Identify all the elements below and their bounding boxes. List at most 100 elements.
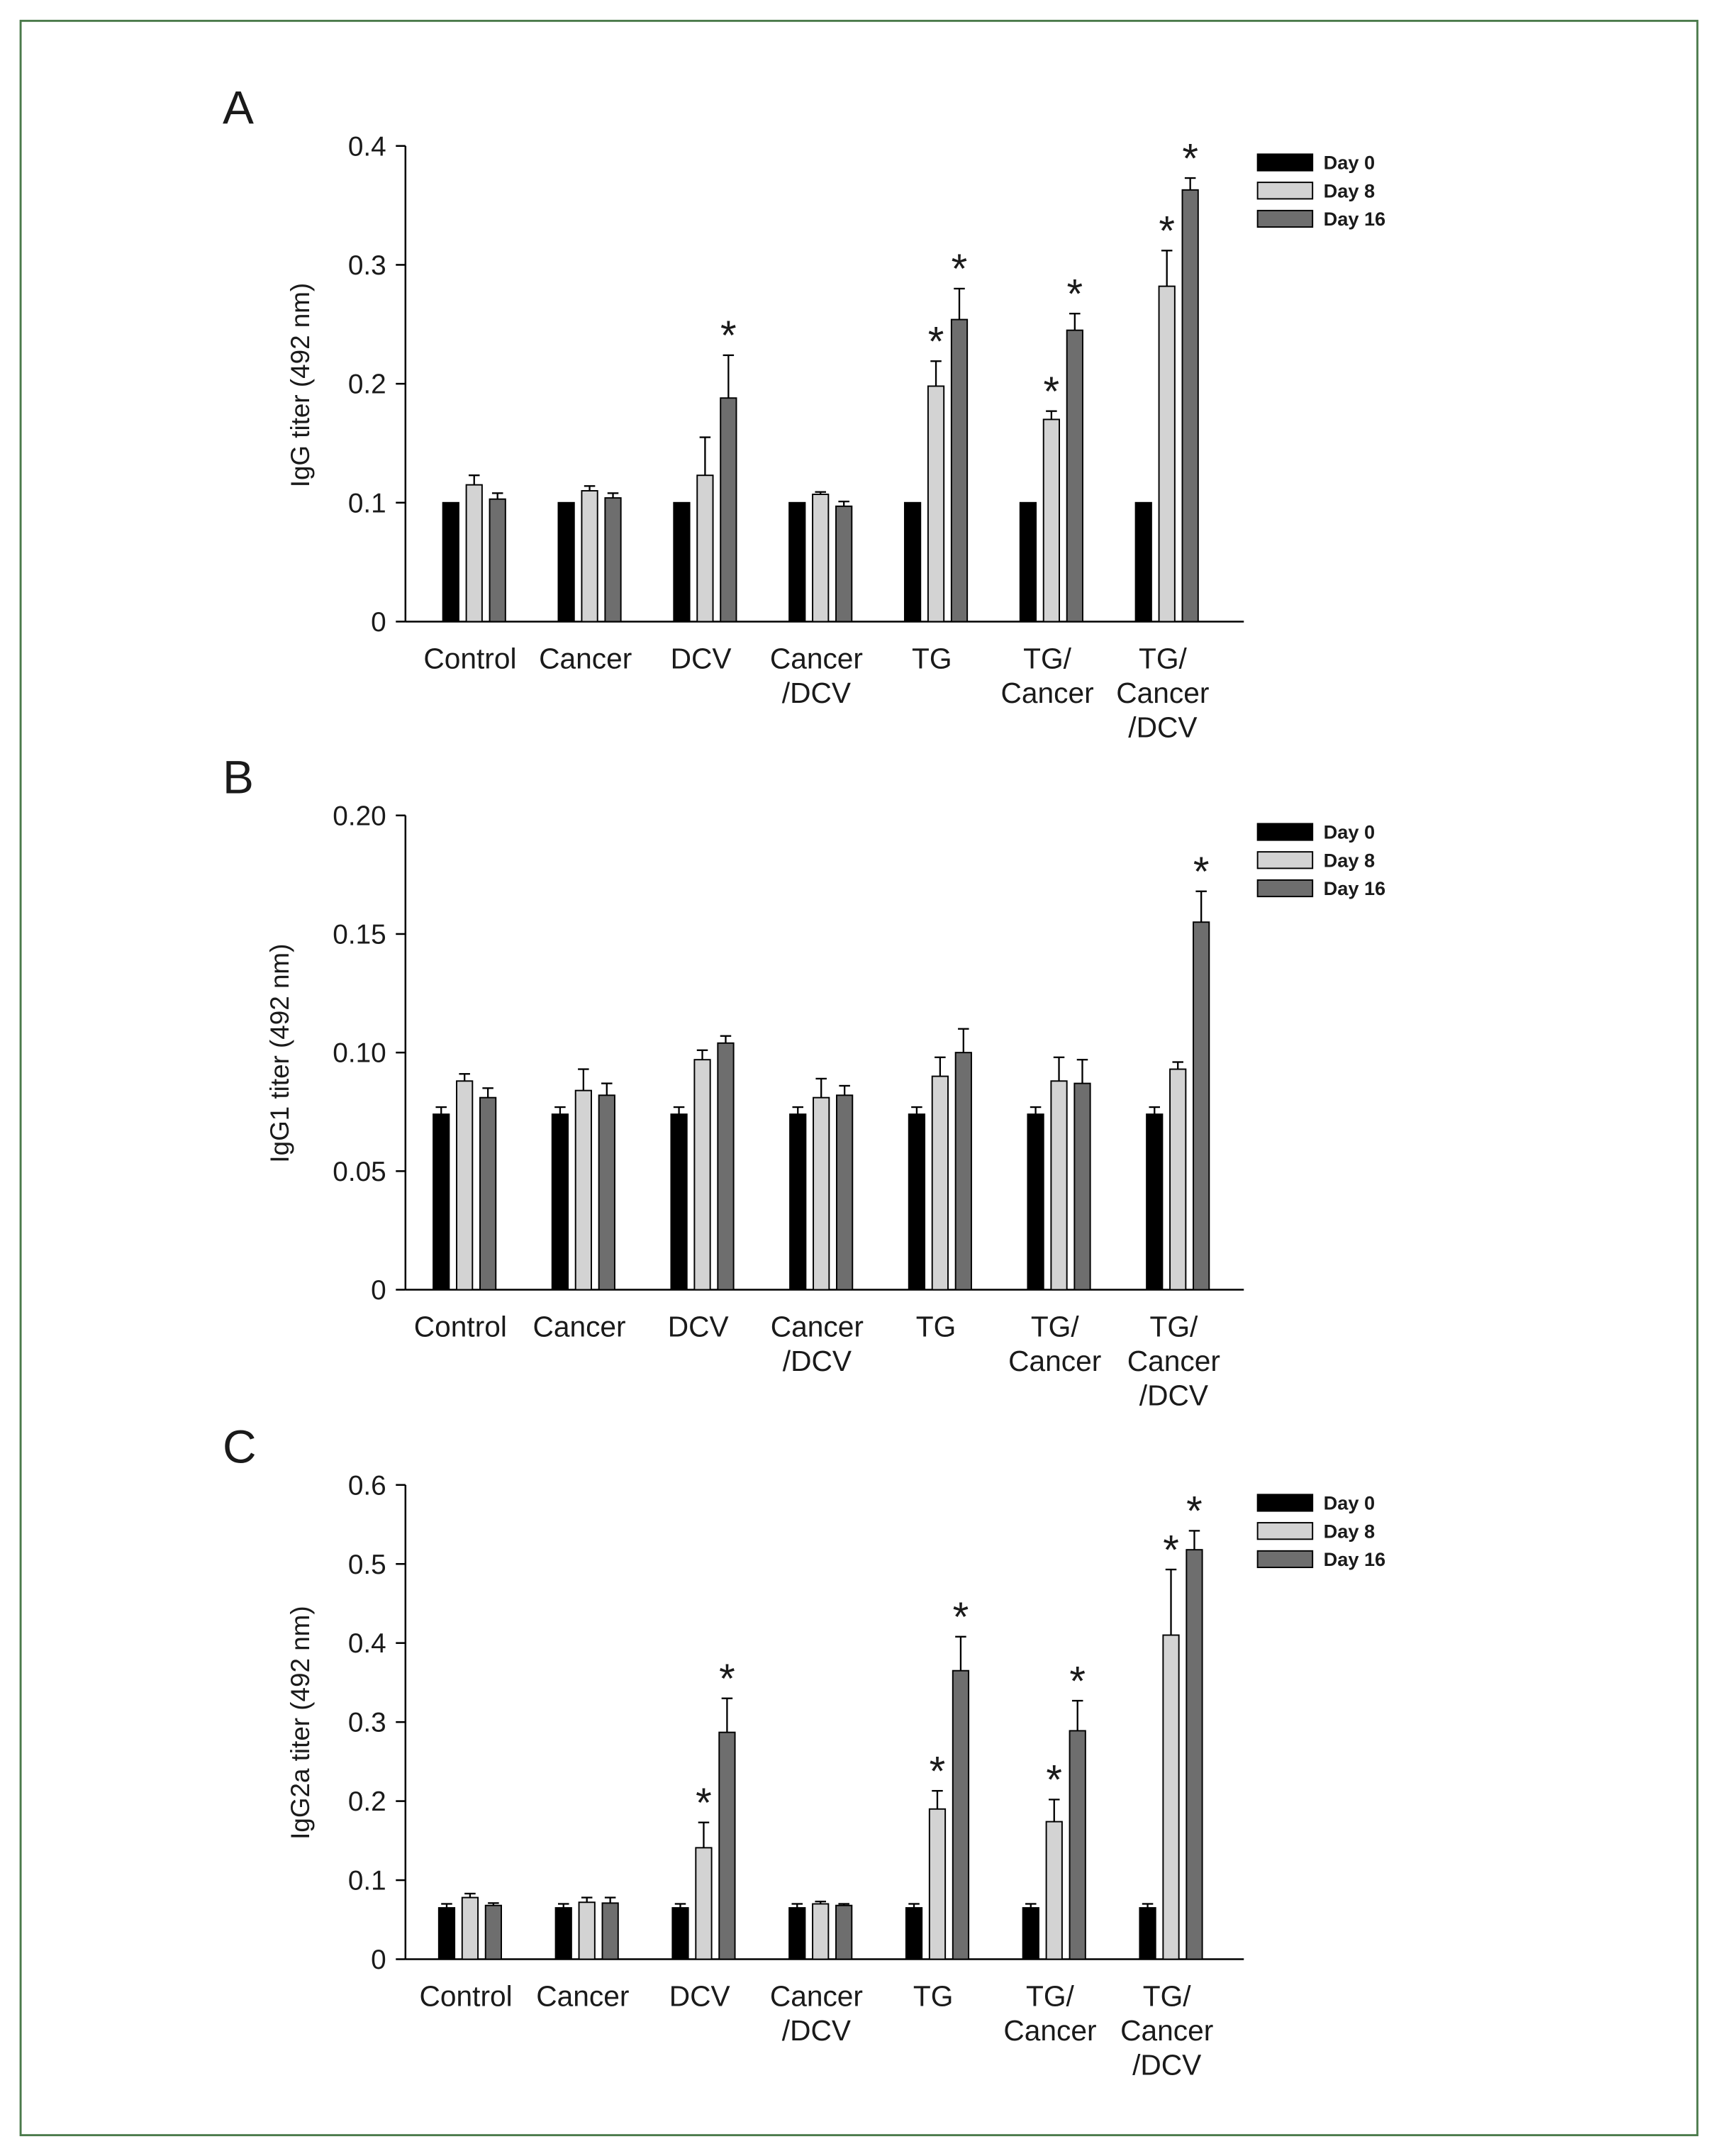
y-tick-label: 0 [371,1275,386,1306]
bar-day-8 [465,484,483,623]
y-tick-label: 0.3 [348,1708,386,1738]
bar-day-0 [671,1907,689,1960]
x-category-label: Cancer [770,1979,863,2012]
significance-marker: * [1044,369,1060,415]
x-category-label: Cancer [1120,2014,1213,2047]
bar-day-16 [598,1094,615,1291]
x-category-label: TG [916,1310,956,1343]
x-category-label: DCV [671,642,732,674]
significance-marker: * [696,1780,712,1826]
bar-day-0 [442,501,459,623]
y-tick-label: 0.6 [348,1470,386,1501]
significance-marker: * [1163,1527,1179,1573]
x-category-label: TG/ [1149,1310,1198,1343]
panel-letter: B [223,751,254,804]
x-category-label: /DCV [1128,711,1197,743]
bar-day-16 [484,1904,503,1960]
legend-label: Day 8 [1324,1520,1375,1542]
chart-panel-A: A 0 0.1 0.2 0.3 0.4 IgG titer (492 nm) Control C… [223,82,1385,744]
y-tick-label: 0.2 [348,1787,386,1817]
x-category-label: Cancer [1116,677,1209,709]
legend-swatch [1256,153,1314,172]
bar-day-8 [581,490,598,623]
significance-marker: * [928,318,944,365]
x-category-label: Cancer [539,642,632,674]
bar-day-0 [551,1113,569,1291]
x-category-label: DCV [668,1310,729,1343]
legend-swatch [1256,1494,1314,1512]
bar-day-8 [812,494,830,623]
legend-label: Day 0 [1324,821,1375,843]
x-category-label: TG/ [1139,642,1188,674]
x-category-label: Control [420,1979,513,2012]
legend-swatch [1256,879,1314,898]
bar-day-8 [574,1089,592,1291]
significance-marker: * [1193,849,1210,895]
chart-panel-C: C 0 0.1 0.2 0.3 0.4 0.5 0.6 IgG2a titer (492 nm)… [223,1421,1385,2082]
x-category-label: Cancer [1000,677,1093,709]
bar-day-16 [836,1094,854,1291]
y-tick-label: 0.1 [348,1866,386,1896]
bar-day-16 [601,1902,619,1960]
x-category-label: /DCV [1132,2048,1201,2081]
x-category-label: TG/ [1031,1310,1080,1343]
legend-swatch [1256,1550,1314,1569]
x-category-label: Cancer [1008,1345,1101,1377]
significance-marker: * [719,1656,735,1702]
bar-day-16 [479,1096,497,1291]
legend: Day 0 Day 8 Day 16 [1256,1492,1385,1570]
x-category-label: Cancer [770,642,863,674]
bar-day-16 [950,318,969,623]
bar-day-8 [813,1096,830,1291]
bar-day-0 [788,1907,806,1960]
x-category-label: TG [912,642,952,674]
bar-day-8 [931,1075,949,1291]
bar-day-0 [1022,1907,1039,1960]
panel-letter: C [223,1421,257,1473]
legend: Day 0 Day 8 Day 16 [1256,152,1385,230]
x-category-label: DCV [669,1979,730,2012]
y-tick-label: 0.4 [348,1628,386,1659]
y-tick-label: 0.15 [333,920,386,950]
bar-day-0 [1019,501,1037,623]
significance-marker: * [1186,1489,1203,1535]
legend-swatch [1256,823,1314,841]
bar-day-0 [789,1113,807,1291]
bar-day-16 [720,397,737,623]
bar-day-8 [456,1080,474,1291]
figure-frame [19,19,1699,2137]
y-tick-label: 0.1 [348,488,386,518]
x-category-label: Cancer [771,1310,864,1343]
bar-day-16 [604,497,622,623]
bar-day-0 [1134,501,1152,623]
bar-day-16 [717,1042,735,1291]
bar-day-16 [718,1731,736,1960]
y-tick-label: 0.4 [348,131,386,162]
legend-label: Day 0 [1324,1492,1375,1514]
x-category-label: Control [423,642,516,674]
bar-day-8 [696,474,714,623]
bar-day-8 [812,1903,830,1960]
bar-day-8 [1042,418,1060,623]
bar-day-8 [578,1901,596,1960]
bar-day-8 [461,1896,479,1960]
bar-day-0 [433,1113,450,1291]
legend-swatch [1256,1522,1314,1540]
bar-day-8 [1162,1634,1180,1960]
bar-day-0 [788,501,806,623]
x-category-label: /DCV [1139,1379,1208,1411]
bar-day-16 [1193,921,1210,1291]
x-category-label: TG/ [1026,1979,1075,2012]
y-tick-label: 0 [371,1945,386,1975]
legend-swatch [1256,182,1314,200]
y-tick-label: 0.3 [348,250,386,281]
x-category-label: TG/ [1023,642,1072,674]
bar-day-8 [695,1847,713,1960]
bar-day-0 [1027,1113,1044,1291]
x-category-label: Cancer [1003,2014,1096,2047]
chart-panel-B: B 0 0.05 0.10 0.15 0.20 IgG1 titer (492 nm) Con… [223,751,1385,1412]
legend-label: Day 16 [1324,877,1385,899]
x-category-label: /DCV [782,2014,851,2047]
bar-day-0 [908,1113,926,1291]
